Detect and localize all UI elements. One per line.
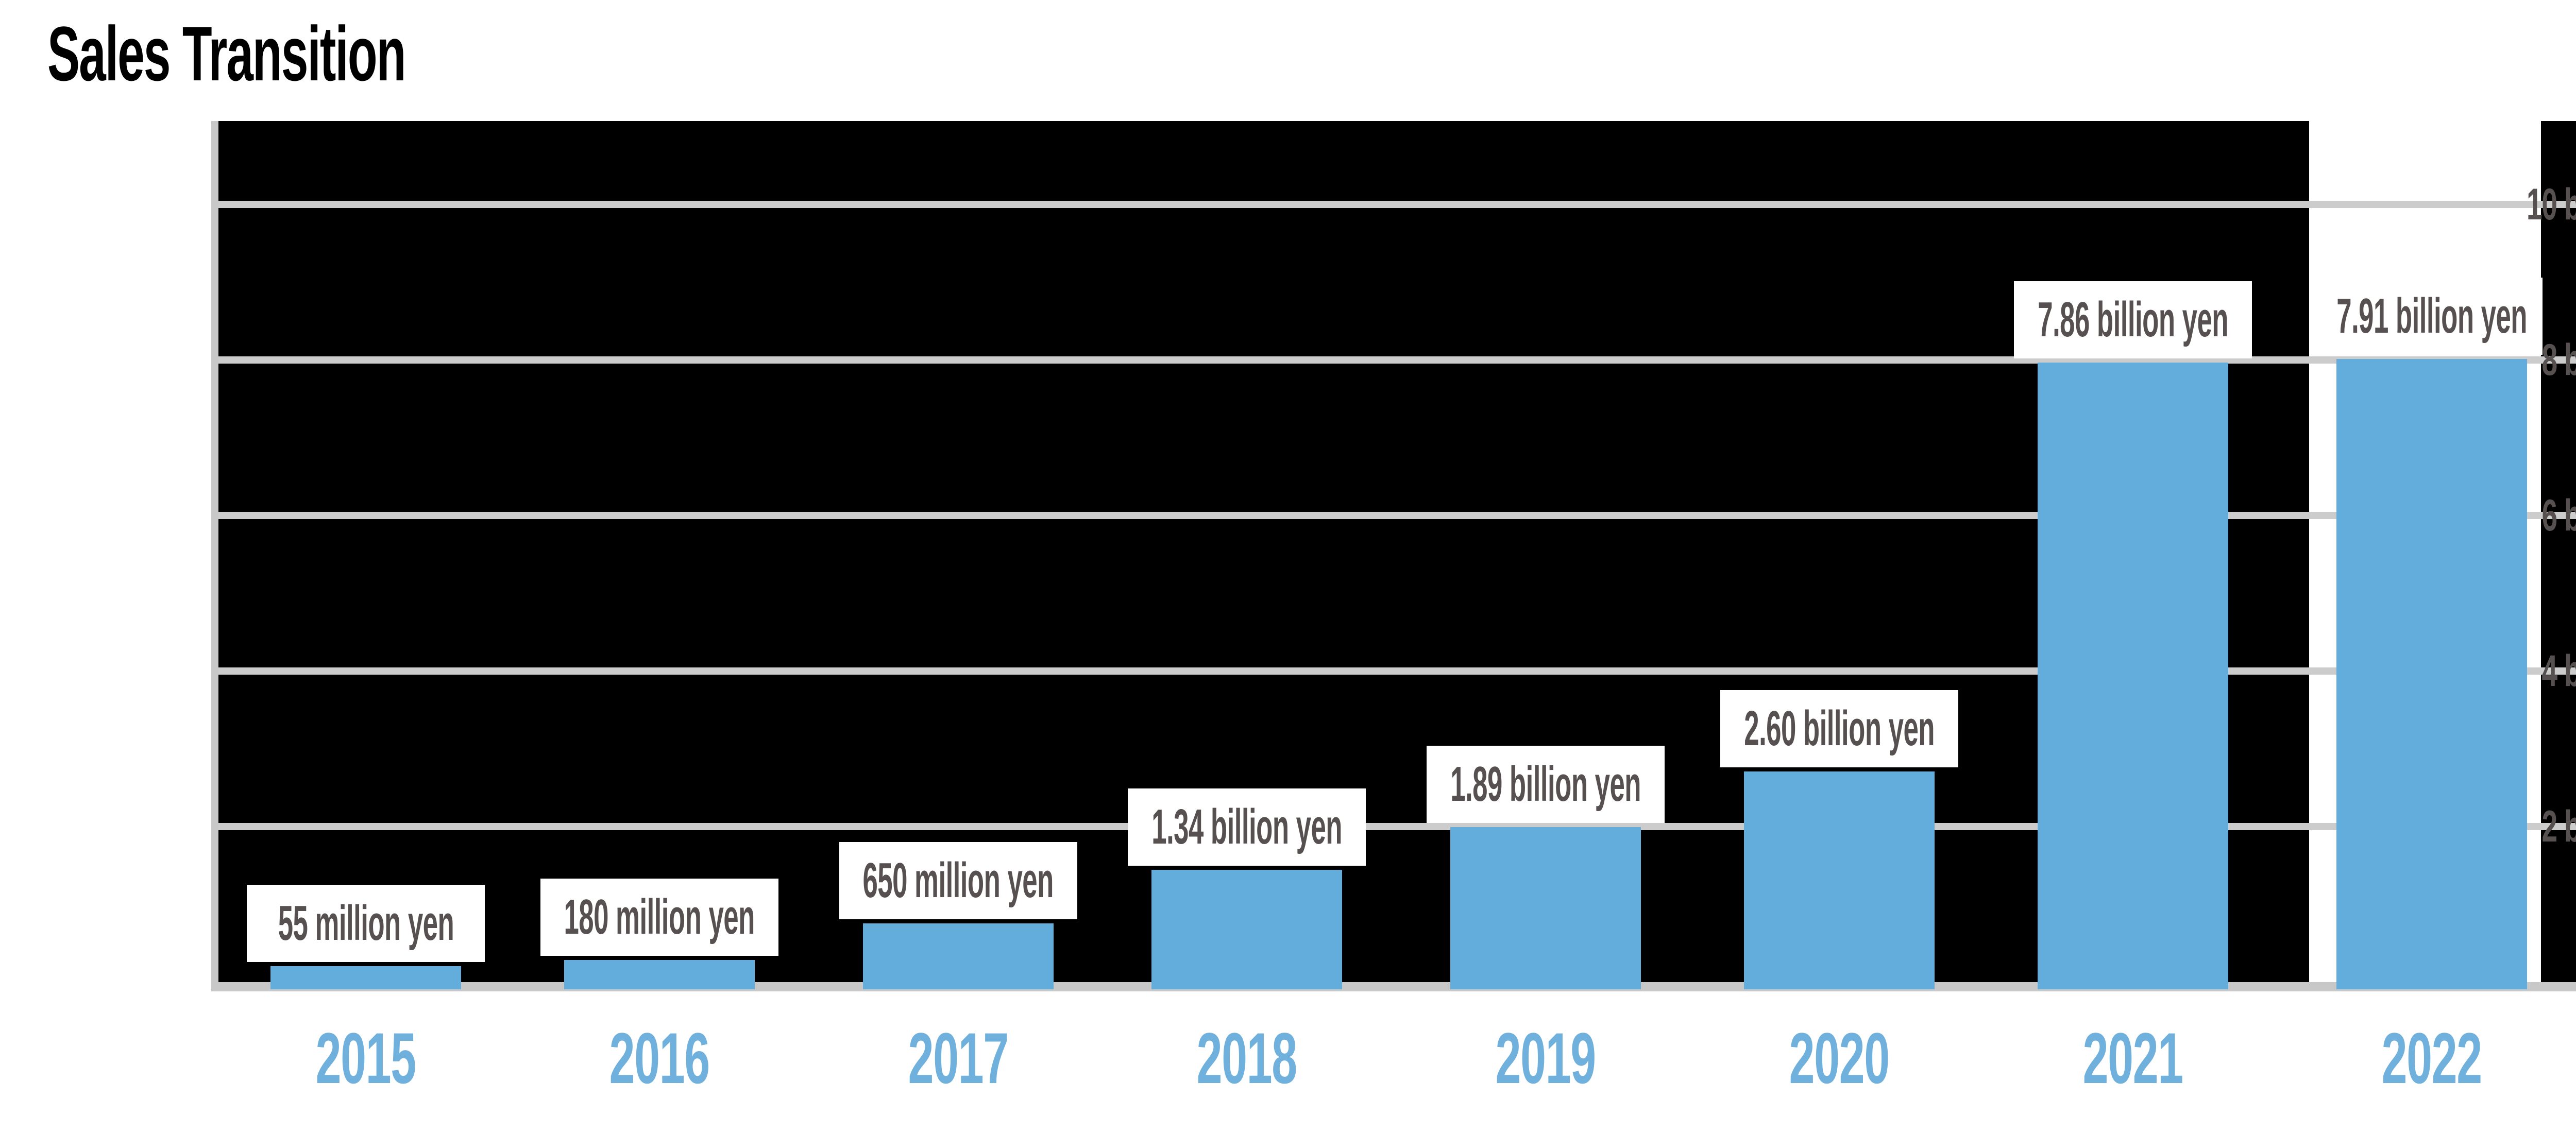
bar-2020 [1744, 771, 1935, 989]
x-axis-year-text: 2020 [1789, 1018, 1890, 1098]
gridline-10b [218, 201, 2576, 208]
chart-title-text: Sales Transition [47, 10, 406, 97]
x-axis-year-text: 2018 [1196, 1018, 1297, 1098]
y-axis-label: 8 billion yen [2454, 324, 2576, 396]
value-label-text: 2.60 billion yen [1744, 700, 1935, 756]
value-label-2016: 180 million yen [540, 879, 778, 956]
x-axis-year-text: 2021 [2082, 1018, 2183, 1098]
bar-2016 [564, 960, 755, 989]
value-label-text: 7.86 billion yen [2038, 291, 2228, 347]
gridline-4b [218, 667, 2576, 675]
x-axis-year-text: 2022 [2381, 1018, 2482, 1098]
x-axis-year-2017: 2017 [804, 1018, 1113, 1098]
bar-2018 [1151, 870, 1342, 989]
chart-title: Sales Transition [47, 9, 615, 98]
y-axis-label: 4 billion yen [2454, 635, 2576, 707]
x-axis-year-2019: 2019 [1391, 1018, 1700, 1098]
value-label-2022: 7.91 billion yen [2321, 278, 2543, 355]
bar-2022 [2336, 359, 2527, 989]
y-axis-label: 2 billion yen [2454, 791, 2576, 863]
bar-2019 [1450, 827, 1641, 989]
gridline-8b [218, 356, 2576, 364]
y-axis-label-text: 2 billion yen [2541, 801, 2576, 851]
value-label-text: 7.91 billion yen [2336, 288, 2527, 344]
value-label-2018: 1.34 billion yen [1128, 788, 1366, 866]
x-axis-year-text: 2019 [1495, 1018, 1596, 1098]
gridline-6b [218, 512, 2576, 519]
value-label-2017: 650 million yen [839, 842, 1077, 919]
y-axis-label-text: 8 billion yen [2541, 335, 2576, 385]
y-axis-label-text: 4 billion yen [2541, 646, 2576, 696]
bar-2015 [270, 966, 461, 989]
gridline-2b [218, 823, 2576, 830]
x-axis-year-2015: 2015 [211, 1018, 520, 1098]
value-label-2019: 1.89 billion yen [1427, 746, 1665, 823]
x-axis-baseline [211, 982, 2576, 991]
y-axis-label: 10 billion yen [2431, 168, 2576, 241]
x-axis-year-text: 2016 [609, 1018, 710, 1098]
x-axis-year-2016: 2016 [505, 1018, 814, 1098]
value-label-text: 1.89 billion yen [1450, 756, 1641, 812]
y-axis-label: 6 billion yen [2454, 479, 2576, 552]
value-label-text: 180 million yen [564, 889, 755, 945]
x-axis-year-2021: 2021 [1978, 1018, 2287, 1098]
plot-black-divider [2541, 121, 2576, 982]
x-axis-year-text: 2017 [908, 1018, 1009, 1098]
value-label-text: 55 million yen [278, 895, 454, 951]
y-axis-label-text: 6 billion yen [2541, 490, 2576, 540]
value-label-2021: 7.86 billion yen [2014, 281, 2252, 358]
value-label-text: 650 million yen [862, 852, 1054, 908]
bar-2021 [2038, 363, 2228, 989]
y-axis-line [211, 121, 218, 991]
value-label-2015: 55 million yen [247, 885, 485, 962]
x-axis-year-2018: 2018 [1092, 1018, 1401, 1098]
x-axis-year-text: 2015 [315, 1018, 416, 1098]
x-axis-year-2020: 2020 [1685, 1018, 1994, 1098]
x-axis-year-2022: 2022 [2277, 1018, 2576, 1098]
y-axis-label-text: 10 billion yen [2527, 179, 2576, 229]
value-label-2020: 2.60 billion yen [1720, 690, 1958, 767]
value-label-text: 1.34 billion yen [1151, 799, 1342, 854]
bar-2017 [863, 923, 1054, 989]
